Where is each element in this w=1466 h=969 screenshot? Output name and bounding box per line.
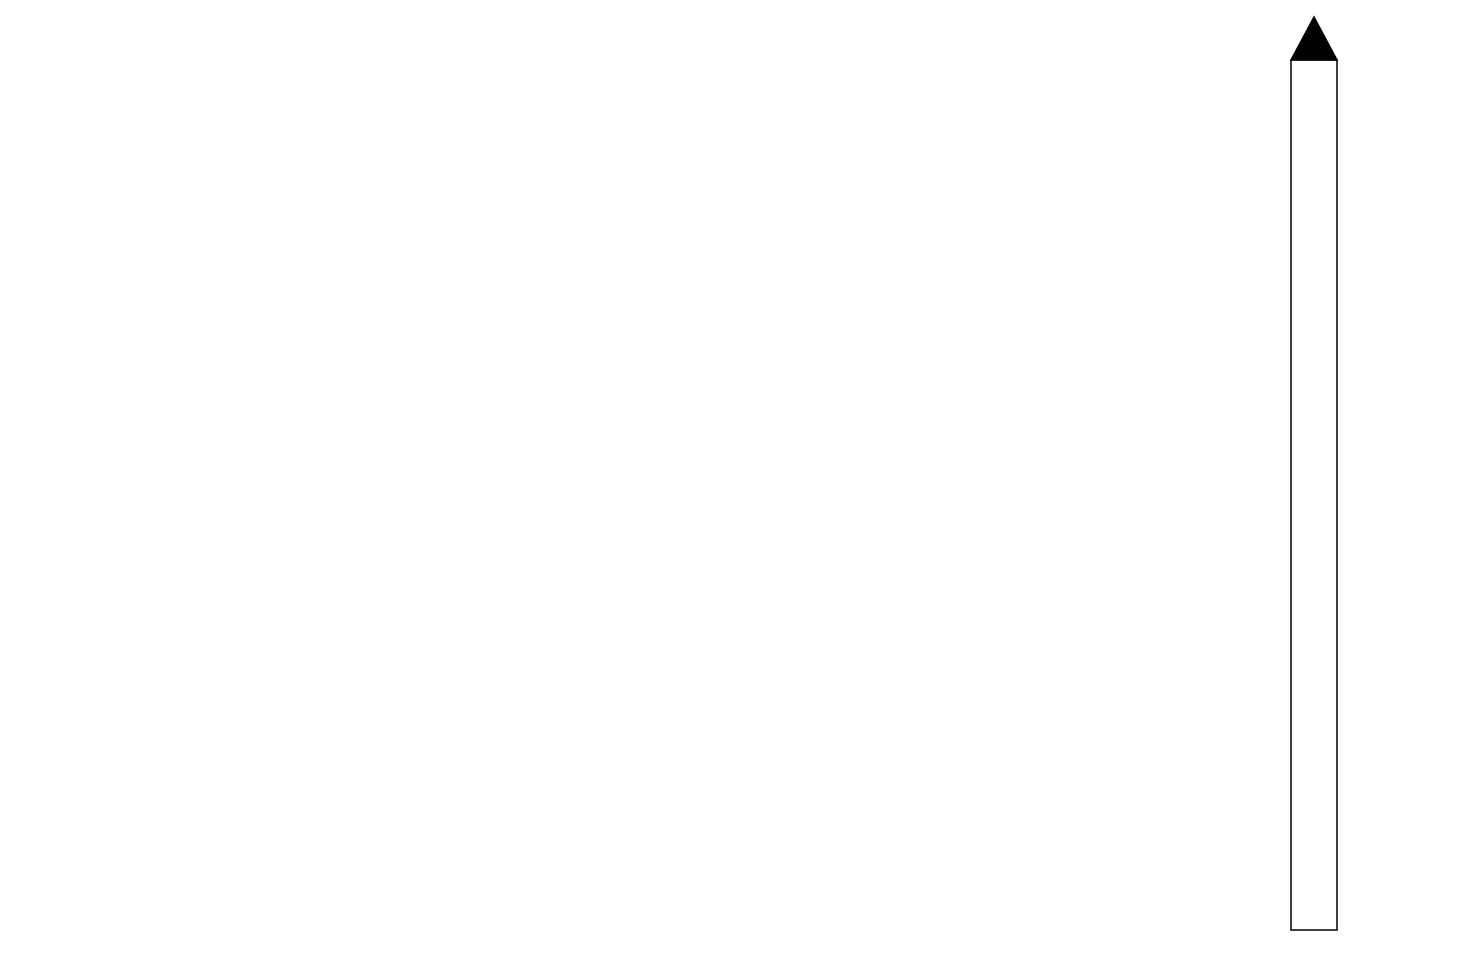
colorbar-extend-arrow — [1289, 15, 1339, 61]
colorbar — [1289, 15, 1339, 931]
colorbar-gradient-bar — [1290, 59, 1338, 931]
map-coastline-grid-layer — [103, 117, 1266, 832]
wind-speed-heatmap — [103, 117, 1266, 832]
